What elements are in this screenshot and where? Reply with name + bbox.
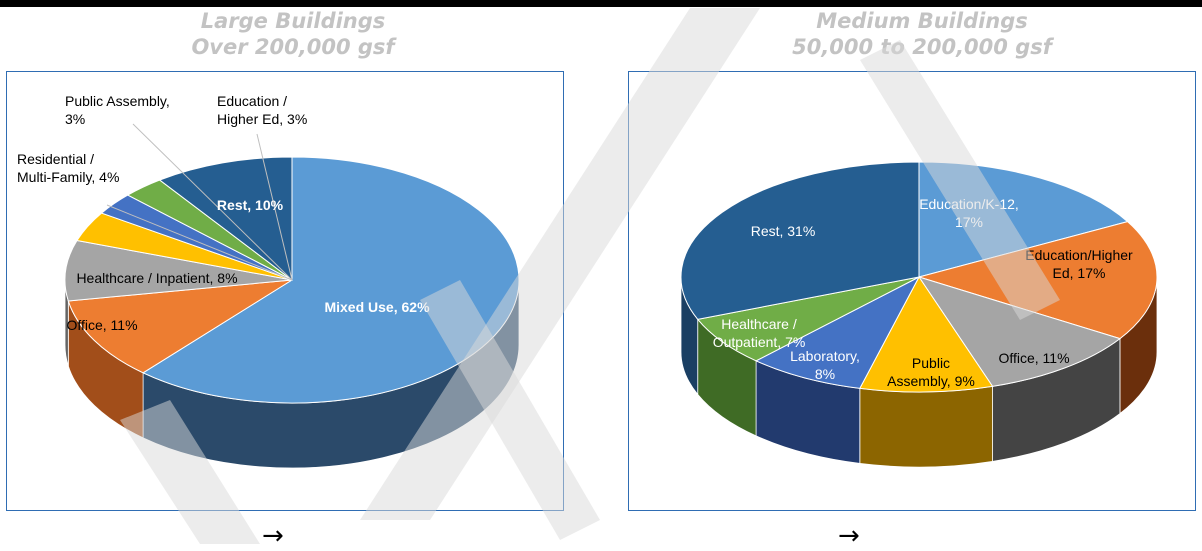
data-label-2: Office, 11% <box>66 317 137 333</box>
chart-1-subtitle: Over 200,000 gsf <box>191 35 395 59</box>
chart-1-pie: Mixed Use, 62% Office, 11% Healthcare / In… <box>17 93 520 469</box>
data-label-4: Public Assembly, 9% <box>887 355 975 389</box>
chart-2-title: Medium Buildings <box>816 9 1028 33</box>
chart-1-title: Large Buildings <box>200 9 386 33</box>
data-label-1: Mixed Use, 62% <box>324 299 430 315</box>
chart-2-title-block: Medium Buildings 50,000 to 200,000 gsf <box>712 8 1132 60</box>
pie-slice-4 <box>859 276 994 393</box>
data-label-5: Public Assembly, 3% <box>65 93 170 127</box>
pie-slice-7 <box>158 156 293 282</box>
data-label-7: Rest, 31% <box>751 223 816 239</box>
chart-2-subtitle: 50,000 to 200,000 gsf <box>792 35 1052 59</box>
data-label-3: Healthcare / Inpatient, 8% <box>76 270 237 286</box>
pie-side-4 <box>859 385 993 468</box>
chart-1-title-block: Large Buildings Over 200,000 gsf <box>83 8 503 60</box>
leader-line-1 <box>106 204 293 281</box>
pie-slice-2 <box>67 279 293 374</box>
data-label-6: Education / Higher Ed, 3% <box>217 93 307 127</box>
data-label-7: Rest, 10% <box>217 197 284 213</box>
chart-2-frame: Education/K-12, 17% Education/Higher Ed, 17… <box>628 71 1196 511</box>
data-label-3: Office, 11% <box>998 350 1069 366</box>
arrow-icon-1: → <box>262 521 284 551</box>
leader-line-3 <box>256 133 293 281</box>
leader-line-2 <box>132 123 293 281</box>
arrow-icon-2: → <box>838 521 860 551</box>
pie-slice-3 <box>64 239 293 302</box>
data-label-4: Residential / Multi-Family, 4% <box>17 151 119 185</box>
chart-2-pie: Education/K-12, 17%Education/Higher Ed, 17… <box>680 161 1158 468</box>
chart-1-frame: Mixed Use, 62% Office, 11% Healthcare / In… <box>6 71 564 511</box>
top-border <box>0 0 1202 7</box>
data-label-5: Laboratory, 8% <box>790 348 860 382</box>
